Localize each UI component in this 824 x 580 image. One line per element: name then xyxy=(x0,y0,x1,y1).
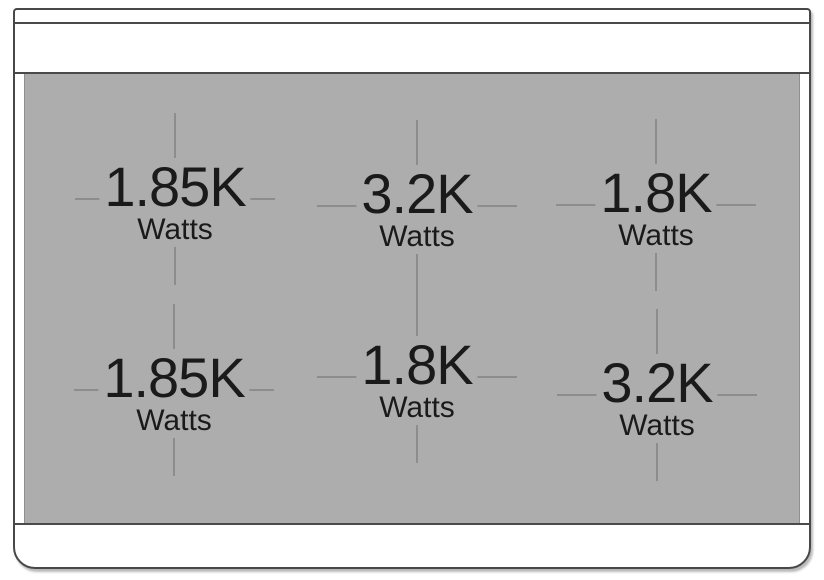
burner-power-label: 1.8K xyxy=(356,336,478,394)
burner-power-label: 3.2K xyxy=(356,165,478,223)
burner-unit-label: Watts xyxy=(129,213,221,247)
burner-unit-label: Watts xyxy=(611,409,703,443)
back-rail-line xyxy=(15,22,809,24)
burner-power-label: 1.85K xyxy=(99,158,251,216)
appliance-body: 1.85K Watts 3.2K Watts 1.8K Watts 1.85K … xyxy=(13,8,811,569)
cooktop-bottom-edge-line xyxy=(15,523,809,525)
burner-unit-label: Watts xyxy=(371,220,463,254)
burner-power-label: 3.2K xyxy=(596,354,718,412)
burner-power-label: 1.85K xyxy=(98,349,250,407)
burner-power-label: 1.8K xyxy=(595,164,717,222)
burner-unit-label: Watts xyxy=(128,404,220,438)
burner-unit-label: Watts xyxy=(610,219,702,253)
burner-unit-label: Watts xyxy=(371,391,463,425)
cooktop-top-edge-line xyxy=(15,72,809,74)
cooktop-surface xyxy=(24,74,800,523)
